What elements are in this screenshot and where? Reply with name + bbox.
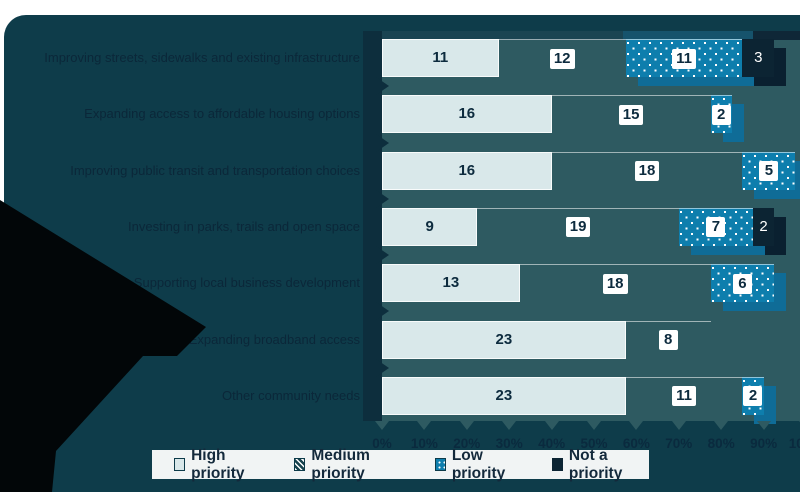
segment-value: 11 <box>432 49 449 66</box>
high-priority-segment: 9 <box>382 207 478 246</box>
row-label: Improving public transit and transportat… <box>70 162 360 178</box>
low-priority-segment: 11 <box>625 39 743 77</box>
axis-tick-icon <box>587 421 601 430</box>
axis-tick-label: 30% <box>495 436 523 451</box>
axis-tick-icon <box>629 421 644 430</box>
legend-label: Medium priority <box>311 446 370 482</box>
legend-item-not-a-priority: Not a priority <box>552 447 649 483</box>
row-chevron-icon <box>376 133 389 152</box>
segment-value: 16 <box>458 161 476 179</box>
top-band-decor <box>382 31 623 40</box>
low-priority-segment: 7 <box>678 207 753 246</box>
medium-priority-segment: 11 <box>625 376 743 415</box>
category-axis-column <box>363 31 382 421</box>
segment-value: 8 <box>658 330 678 350</box>
segment-value: 2 <box>711 104 731 125</box>
medium-priority-segment: 18 <box>551 151 743 190</box>
segment-value: 11 <box>672 386 697 407</box>
axis-tick-icon <box>459 421 474 430</box>
segment-value: 23 <box>495 386 513 404</box>
top-band-decor <box>753 31 800 40</box>
axis-tick-icon <box>502 421 517 430</box>
row-chevron-icon <box>376 246 389 265</box>
segment-value: 6 <box>732 273 752 294</box>
axis-tick-label: 90% <box>750 436 778 451</box>
segment-value: 2 <box>759 217 768 235</box>
high-priority-segment: 16 <box>382 95 552 134</box>
low-priority-segment: 2 <box>710 95 732 134</box>
axis-tick-label: 70% <box>665 436 693 451</box>
legend-item-medium-priority: Medium priority <box>294 447 408 483</box>
high-priority-segment: 11 <box>382 39 499 77</box>
legend-item-low-priority: Low priority <box>434 446 525 483</box>
row-label: Other community needs <box>221 387 360 403</box>
not-priority-segment: 3 <box>742 39 775 77</box>
row-label: Supporting local business development <box>133 275 360 291</box>
legend-label: Not a priority <box>568 446 623 482</box>
segment-value: 12 <box>549 48 575 69</box>
chart-panel: Improving streets, sidewalks and existin… <box>4 15 800 492</box>
high-priority-segment: 13 <box>382 264 520 303</box>
axis-tick-icon <box>417 421 432 430</box>
not-priority-segment: 2 <box>753 207 775 246</box>
axis-tick-label: 20% <box>453 436 481 451</box>
axis-tick-label: 80% <box>707 436 735 451</box>
segment-value: 19 <box>565 217 591 238</box>
axis-tick-label: 100% <box>788 436 800 451</box>
segment-value: 18 <box>602 273 628 294</box>
row-label: Improving streets, sidewalks and existin… <box>44 50 360 65</box>
segment-value: 16 <box>458 105 476 123</box>
medium-priority-segment: 15 <box>551 95 711 133</box>
row-label: Expanding access to affordable housing o… <box>84 106 360 122</box>
segment-value: 13 <box>442 274 460 292</box>
high-priority-segment: 23 <box>382 320 626 359</box>
legend: High priority Medium priority Low priori… <box>152 447 649 482</box>
legend-label: High priority <box>191 446 245 482</box>
top-band-decor <box>623 31 753 40</box>
axis-tick-icon <box>714 421 729 430</box>
medium-priority-segment: 18 <box>519 264 711 302</box>
segment-value: 7 <box>706 217 726 238</box>
row-label: Expanding broadband access <box>188 331 360 347</box>
row-chevron-icon <box>376 358 389 377</box>
axis-tick-label: 60% <box>622 436 650 451</box>
high-priority-swatch-icon <box>174 458 186 471</box>
segment-value: 9 <box>425 217 434 235</box>
legend-item-high-priority: High priority <box>174 447 267 483</box>
axis-tick-icon <box>671 421 686 430</box>
low-priority-swatch-icon <box>434 458 446 471</box>
medium-priority-segment: 12 <box>498 39 626 77</box>
legend-label: Low priority <box>451 446 506 482</box>
segment-value: 3 <box>754 49 763 66</box>
low-priority-segment: 6 <box>710 264 775 303</box>
medium-priority-segment: 8 <box>625 320 711 359</box>
segment-value: 11 <box>672 48 697 69</box>
axis-tick-label: 40% <box>538 436 566 451</box>
axis-tick-label: 10% <box>410 436 438 451</box>
not-a-priority-swatch-icon <box>552 458 563 471</box>
segment-value: 18 <box>634 161 660 182</box>
high-priority-segment: 16 <box>382 151 552 190</box>
segment-value: 23 <box>495 330 513 348</box>
segment-value: 2 <box>743 386 763 407</box>
axis-tick-icon <box>544 421 559 430</box>
medium-priority-segment: 19 <box>477 207 679 246</box>
axis-tick-icon <box>375 421 389 430</box>
medium-priority-swatch-icon <box>294 458 306 471</box>
low-priority-segment: 5 <box>742 151 796 190</box>
high-priority-segment: 23 <box>382 376 626 415</box>
row-chevron-icon <box>376 302 389 321</box>
segment-value: 15 <box>618 104 644 125</box>
axis-tick-label: 50% <box>580 436 608 451</box>
low-priority-segment: 2 <box>742 376 764 415</box>
row-chevron-icon <box>376 77 389 96</box>
segment-value: 5 <box>759 161 779 182</box>
row-label: Investing in parks, trails and open spac… <box>128 218 360 234</box>
axis-tick-icon <box>756 421 771 430</box>
axis-tick-label: 0% <box>372 436 392 451</box>
row-chevron-icon <box>376 189 389 208</box>
